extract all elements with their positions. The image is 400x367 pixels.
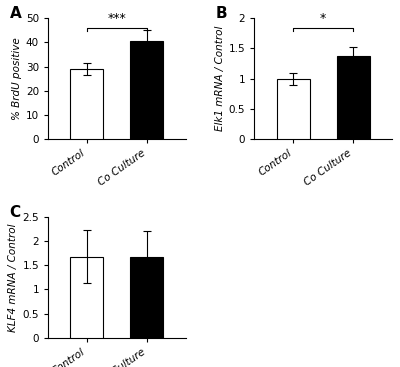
Text: A: A (10, 6, 21, 21)
Bar (130, 41, 163, 139)
Y-axis label: Elk1 mRNA / Control: Elk1 mRNA / Control (214, 26, 224, 131)
Text: ***: *** (108, 12, 126, 25)
Text: *: * (320, 12, 326, 25)
Y-axis label: % BrdU positive: % BrdU positive (12, 37, 22, 120)
Bar (277, 79, 310, 139)
Y-axis label: KLF4 mRNA / Control: KLF4 mRNA / Control (8, 223, 18, 332)
Text: C: C (10, 205, 20, 220)
Bar (130, 257, 163, 338)
Text: B: B (216, 6, 228, 21)
Bar (70, 257, 103, 338)
Bar (70, 69, 103, 139)
Bar (337, 56, 370, 139)
